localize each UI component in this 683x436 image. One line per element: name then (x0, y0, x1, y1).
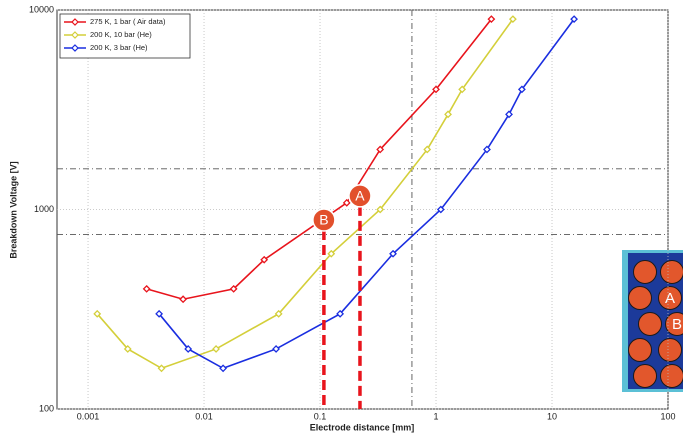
data-point (123, 345, 132, 353)
data-point (179, 295, 188, 304)
data-point (342, 198, 351, 207)
inset-label: A (665, 290, 675, 307)
data-point (260, 255, 269, 264)
inset-circle (660, 364, 683, 388)
inset-label: B (672, 316, 682, 333)
data-point (458, 85, 467, 94)
data-point (423, 145, 432, 154)
data-point (436, 205, 445, 214)
x-tick-label: 100 (660, 411, 675, 421)
data-point (444, 110, 452, 119)
data-point (376, 205, 385, 214)
legend-label: 200 K, 3 bar (He) (90, 43, 148, 52)
x-tick-label: 10 (547, 411, 557, 421)
x-tick-label: 1 (434, 411, 439, 421)
y-tick-label: 10000 (29, 4, 54, 14)
marker-circle (312, 208, 336, 232)
data-point (376, 145, 385, 154)
data-point (327, 249, 336, 258)
data-point (505, 110, 513, 119)
marker-label: A (355, 188, 365, 204)
marker-circle (348, 184, 372, 208)
inset-circle (628, 286, 652, 310)
data-point (508, 15, 517, 24)
x-tick-label: 0.1 (314, 411, 327, 421)
inset-circle (658, 338, 682, 362)
data-point (272, 345, 281, 353)
legend: 275 K, 1 bar ( Air data) 200 K, 10 bar (H… (59, 13, 191, 59)
data-point (229, 284, 238, 293)
y-tick-label: 1000 (34, 204, 54, 214)
inset-circle (658, 286, 682, 310)
data-point (483, 145, 491, 154)
series-line (146, 18, 492, 301)
data-point (155, 309, 164, 318)
data-point (517, 85, 526, 94)
x-axis-label: Electrode distance [mm] (310, 422, 415, 432)
data-point (389, 249, 397, 258)
inset-circle (633, 260, 657, 284)
legend-marker (71, 44, 79, 52)
x-tick-label: 0.01 (195, 411, 213, 421)
y-tick-label: 100 (39, 403, 54, 413)
inset-image: AB (622, 250, 683, 392)
data-point (570, 15, 579, 24)
data-point (219, 364, 228, 373)
data-point (274, 309, 283, 318)
inset-circle (628, 338, 652, 362)
inset-circle (665, 312, 683, 336)
data-point (432, 85, 440, 94)
data-point (336, 309, 345, 318)
data-point (142, 284, 151, 293)
inset-circle (638, 312, 662, 336)
inset-circle (660, 260, 683, 284)
legend-marker (71, 31, 79, 39)
data-point (212, 345, 220, 353)
legend-label: 200 K, 10 bar (He) (90, 30, 152, 39)
data-point (93, 309, 102, 318)
legend-marker (71, 18, 79, 26)
data-point (157, 364, 166, 373)
data-point (487, 15, 496, 24)
inset-circle (633, 364, 657, 388)
legend-label: 275 K, 1 bar ( Air data) (90, 17, 166, 26)
x-tick-label: 0.001 (77, 411, 100, 421)
data-point (184, 345, 193, 353)
marker-label: B (319, 212, 328, 228)
y-axis-label: Breakdown Voltage [V] (8, 161, 18, 258)
